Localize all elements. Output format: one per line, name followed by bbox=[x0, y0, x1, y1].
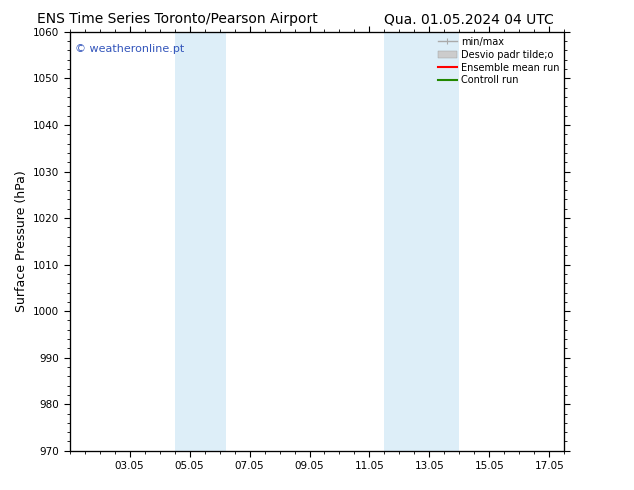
Legend: min/max, Desvio padr tilde;o, Ensemble mean run, Controll run: min/max, Desvio padr tilde;o, Ensemble m… bbox=[435, 34, 562, 88]
Text: ENS Time Series Toronto/Pearson Airport: ENS Time Series Toronto/Pearson Airport bbox=[37, 12, 318, 26]
Bar bbox=[384, 32, 460, 451]
Bar bbox=[174, 32, 226, 451]
Y-axis label: Surface Pressure (hPa): Surface Pressure (hPa) bbox=[15, 171, 27, 312]
Text: Qua. 01.05.2024 04 UTC: Qua. 01.05.2024 04 UTC bbox=[384, 12, 554, 26]
Text: © weatheronline.pt: © weatheronline.pt bbox=[75, 45, 184, 54]
